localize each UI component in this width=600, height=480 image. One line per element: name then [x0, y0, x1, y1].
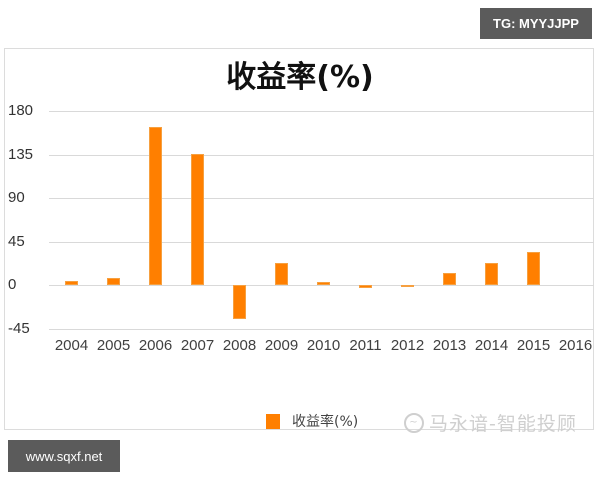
bar-2010 — [317, 282, 330, 285]
bar-2004 — [65, 281, 78, 285]
x-tick-label: 2013 — [432, 337, 467, 354]
bar-2006 — [149, 127, 162, 285]
y-tick-label: 0 — [8, 276, 17, 293]
tg-badge: TG: MYYJJPP — [480, 8, 592, 39]
bar-2008 — [233, 285, 246, 319]
x-tick-label: 2004 — [54, 337, 89, 354]
y-tick-label: 90 — [8, 189, 25, 206]
x-tick-label: 2008 — [222, 337, 257, 354]
y-tick-label: 135 — [8, 145, 34, 163]
bar-2005 — [107, 278, 120, 285]
bar-2011 — [359, 285, 372, 288]
x-tick-label: 2016 — [558, 337, 593, 354]
bar-2009 — [275, 262, 288, 285]
watermark: ~ 马永谙-智能投顾 — [404, 409, 577, 436]
y-tick-label: 45 — [8, 232, 25, 250]
bar-2012 — [401, 285, 414, 287]
site-badge: www.sqxf.net — [8, 440, 120, 472]
x-tick-label: 2012 — [390, 337, 425, 354]
legend-swatch — [266, 413, 280, 429]
gridline — [49, 154, 594, 156]
y-tick-label: -45 — [8, 319, 30, 337]
bar-2014 — [485, 262, 498, 285]
bar-2007 — [191, 153, 204, 285]
gridline — [49, 285, 594, 286]
x-tick-label: 2005 — [96, 337, 131, 354]
x-tick-label: 2006 — [138, 337, 173, 354]
gridline — [49, 328, 594, 330]
watermark-text: 马永谙-智能投顾 — [429, 413, 577, 435]
bar-2015 — [527, 252, 540, 285]
bar-2013 — [443, 273, 456, 285]
x-tick-label: 2014 — [474, 337, 509, 354]
x-tick-label: 2011 — [349, 337, 382, 354]
x-tick-label: 2010 — [306, 337, 341, 354]
y-tick-label: 180 — [8, 102, 34, 119]
gridline — [49, 111, 594, 112]
x-tick-label: 2015 — [516, 337, 551, 354]
gridline — [49, 241, 594, 243]
gridline — [49, 198, 594, 199]
legend: 收益率(%) — [266, 411, 358, 431]
x-tick-label: 2007 — [180, 337, 215, 354]
legend-label: 收益率(%) — [292, 414, 359, 430]
chat-bubble-icon: ~ — [404, 412, 424, 433]
chart-title: 收益率(%) — [226, 60, 374, 95]
x-tick-label: 2009 — [264, 337, 299, 354]
